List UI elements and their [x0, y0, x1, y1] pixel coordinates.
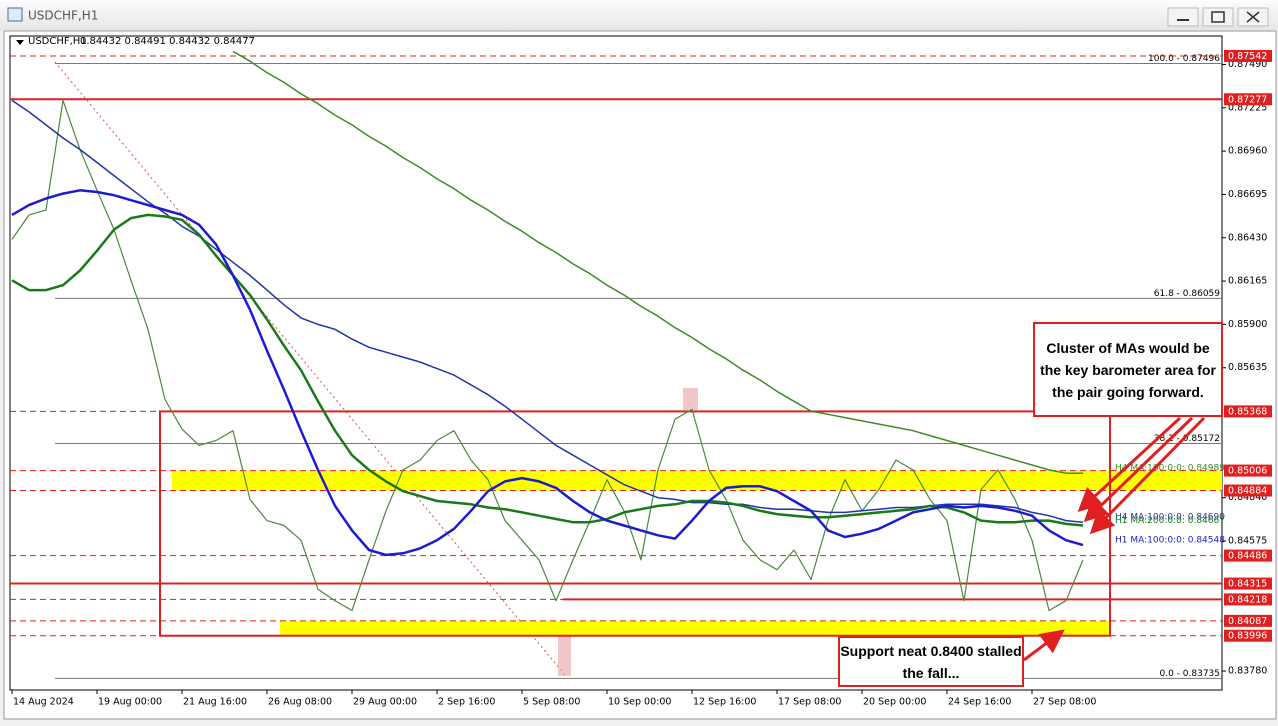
highlight-box [683, 388, 698, 410]
support-band [172, 470, 1222, 491]
price-level-tag-label: 0.84884 [1228, 486, 1267, 497]
symbol-label: USDCHF,H1 [28, 36, 87, 47]
annotation-box: Cluster of MAs would be the key baromete… [1033, 322, 1223, 417]
ma-label: H1 MA:100:0:0: 0.84548 [1115, 536, 1225, 546]
x-tick-label: 27 Sep 08:00 [1033, 697, 1096, 708]
price-level-tag [1224, 629, 1272, 642]
x-tick-label: 17 Sep 08:00 [778, 697, 841, 708]
price-level-tag-label: 0.87277 [1228, 94, 1267, 105]
ma-label: H1 MA:200:0:0: 0.84667 [1115, 516, 1225, 526]
plot-area [9, 35, 1223, 691]
y-tick-label: 0.87490 [1228, 59, 1267, 70]
price-level-tag-label: 0.83996 [1228, 631, 1267, 642]
price-level-tag [1224, 464, 1272, 477]
y-tick-label: 0.86430 [1228, 232, 1267, 243]
y-tick-label: 0.86695 [1228, 189, 1267, 200]
price-level-tag-label: 0.84315 [1228, 579, 1267, 590]
x-tick-label: 10 Sep 00:00 [608, 697, 671, 708]
x-tick-label: 24 Sep 16:00 [948, 697, 1011, 708]
annotation-box: Support neat 0.8400 stalled the fall... [838, 636, 1024, 687]
title-bar [0, 0, 1278, 30]
x-tick-label: 12 Sep 16:00 [693, 697, 756, 708]
ma-label: H4 MA:100:0:0: 0.84989 [1115, 464, 1225, 474]
price-level-tag-label: 0.85006 [1228, 466, 1267, 477]
x-tick-label: 14 Aug 2024 [13, 697, 74, 708]
price-level-tag [1224, 484, 1272, 497]
maximize-icon [1211, 11, 1225, 23]
highlight-box [558, 634, 571, 676]
x-tick-label: 26 Aug 08:00 [268, 697, 332, 708]
y-tick-label: 0.85635 [1228, 362, 1267, 373]
window-title: USDCHF,H1 [28, 9, 98, 23]
moving-average-line [11, 99, 1084, 523]
ohlc-label: 0.84432 0.84491 0.84432 0.84477 [80, 36, 255, 47]
fib-level-label: 100.0 - 0.87496 [1148, 54, 1220, 64]
price-level-tag [1224, 93, 1272, 106]
arrow [1089, 416, 1206, 535]
y-tick-label: 0.86960 [1228, 146, 1267, 157]
support-band [280, 620, 1110, 636]
x-tick-label: 20 Sep 00:00 [863, 697, 926, 708]
price-level-tag-label: 0.84486 [1228, 551, 1267, 562]
header-arrow [16, 40, 24, 45]
y-tick-label: 0.87225 [1228, 102, 1267, 113]
price-level-tag [1224, 593, 1272, 606]
fib-level-label: 0.0 - 0.83735 [1160, 669, 1221, 679]
price-level-tag [1224, 577, 1272, 590]
arrow [1077, 416, 1182, 513]
price-line [11, 99, 1084, 612]
price-level-tag-label: 0.87542 [1228, 51, 1267, 62]
y-tick-label: 0.83780 [1228, 666, 1267, 677]
annotation-arrows [1023, 416, 1206, 662]
y-tick-label: 0.85900 [1228, 319, 1267, 330]
window-icon [7, 7, 23, 22]
moving-average-line [11, 213, 1084, 527]
maximize-button[interactable] [1202, 7, 1234, 27]
moving-average-line [232, 50, 1083, 474]
x-tick-label: 19 Aug 00:00 [98, 697, 162, 708]
price-level-tag [1224, 614, 1272, 627]
price-level-tag-label: 0.84218 [1228, 594, 1267, 605]
ma-label: H4 MA:100:0:0: 0.84690 [1115, 513, 1225, 523]
price-level-tag [1224, 49, 1272, 62]
x-tick-label: 2 Sep 16:00 [438, 697, 495, 708]
price-level-tag-label: 0.84087 [1228, 616, 1267, 627]
y-tick-label: 0.84575 [1228, 536, 1267, 547]
x-tick-label: 21 Aug 16:00 [183, 697, 247, 708]
arrow [1083, 416, 1194, 523]
price-level-tag [1224, 405, 1272, 418]
price-level-tag [1224, 549, 1272, 562]
x-tick-label: 29 Aug 00:00 [353, 697, 417, 708]
price-level-tag-label: 0.85368 [1228, 406, 1267, 417]
y-tick-label: 0.86165 [1228, 276, 1267, 287]
x-tick-label: 5 Sep 08:00 [523, 697, 580, 708]
fib-level-label: 61.8 - 0.86059 [1154, 289, 1220, 299]
close-icon [1246, 11, 1260, 23]
y-tick-label: 0.84840 [1228, 492, 1267, 503]
fib-level-label: 38.2 - 0.85172 [1154, 434, 1220, 444]
minimize-button[interactable] [1167, 7, 1199, 27]
moving-average-line [11, 189, 1084, 557]
arrow [1023, 629, 1065, 662]
